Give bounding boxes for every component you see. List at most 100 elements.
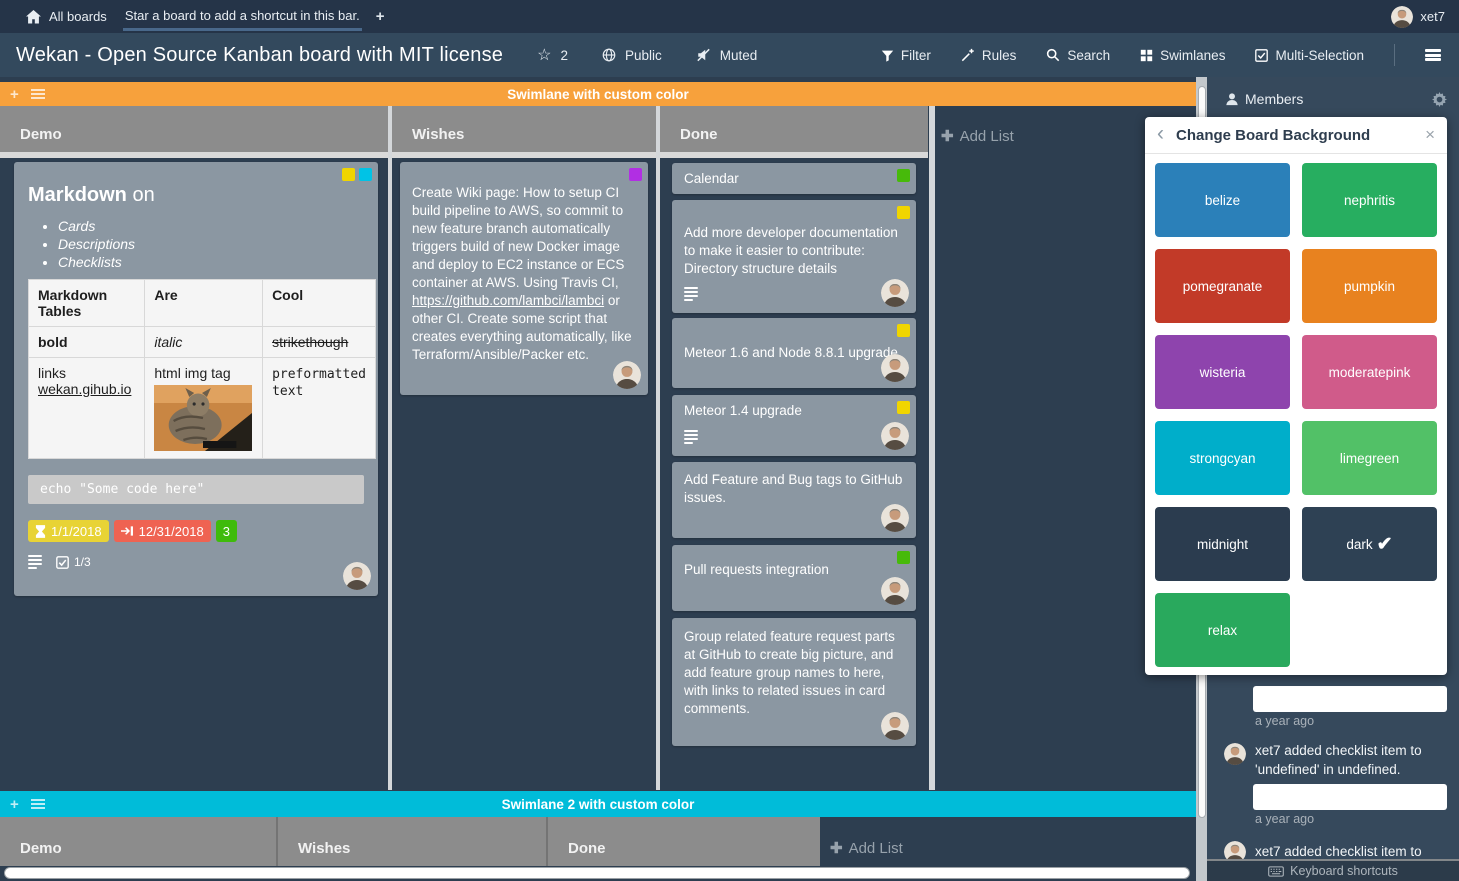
swimlane-add-icon[interactable]: +: [10, 795, 19, 813]
comment-input[interactable]: [1253, 686, 1447, 712]
list-header-demo-2[interactable]: Demo: [0, 817, 276, 866]
star-group[interactable]: ☆ 2: [537, 45, 568, 65]
card-link[interactable]: https://github.com/lambci/lambci: [412, 293, 605, 308]
filter-button[interactable]: Filter: [881, 48, 931, 63]
card-calendar[interactable]: Calendar: [672, 163, 916, 194]
filter-icon: [881, 50, 894, 62]
filter-label: Filter: [900, 47, 931, 63]
list-header-demo[interactable]: Demo: [0, 106, 388, 152]
horizontal-scrollbar[interactable]: [4, 867, 1190, 879]
activity-item: xet7 added checklist item to 'undefined'…: [1255, 743, 1422, 777]
swatch-strongcyan[interactable]: strongcyan: [1155, 421, 1290, 495]
add-board-icon[interactable]: +: [375, 8, 385, 25]
change-background-popup: ‹ Change Board Background × belize nephr…: [1145, 117, 1447, 675]
card-member-avatar: [881, 422, 909, 450]
star-hint-tab[interactable]: Star a board to add a shortcut in this b…: [122, 2, 362, 31]
muted-group[interactable]: Muted: [696, 48, 757, 63]
add-list-button-2[interactable]: ✚ Add List: [830, 839, 903, 858]
bullet-item: Cards: [58, 217, 364, 235]
table-header: Are: [144, 279, 264, 327]
keyboard-shortcuts-bar[interactable]: Keyboard shortcuts: [1207, 859, 1459, 881]
visibility-label: Public: [624, 47, 662, 63]
swatch-dark-selected[interactable]: dark ✔: [1302, 507, 1437, 581]
hamburger-menu-icon[interactable]: [1425, 49, 1441, 61]
star-icon[interactable]: ☆: [537, 47, 552, 64]
list-header-done-2[interactable]: Done: [548, 817, 820, 866]
count-badge[interactable]: 3: [215, 520, 237, 542]
list-header-wishes[interactable]: Wishes: [392, 106, 656, 152]
swatch-nephritis[interactable]: nephritis: [1302, 163, 1437, 237]
card-label: [897, 169, 910, 182]
swimlane-menu-icon[interactable]: [30, 89, 45, 99]
add-list-button[interactable]: ✚ Add List: [941, 127, 1014, 146]
list-divider: [656, 106, 660, 790]
search-label: Search: [1067, 47, 1111, 63]
card-title: Pull requests integration: [684, 562, 829, 577]
card-bullet-list: Cards Descriptions Checklists: [58, 217, 364, 271]
activity-avatar: [1224, 841, 1246, 863]
swatch-moderatepink[interactable]: moderatepink: [1302, 335, 1437, 409]
card-member-avatar: [881, 577, 909, 605]
card-title: Meteor 1.6 and Node 8.8.1 upgrade: [684, 345, 898, 360]
list-strip: [660, 152, 928, 158]
list-header-wishes-2[interactable]: Wishes: [278, 817, 546, 866]
list-strip: [392, 152, 656, 158]
swimlane-1-bar: + Swimlane with custom color: [0, 82, 1196, 106]
card-label-yellow: [342, 168, 355, 181]
all-boards-link[interactable]: All boards: [49, 9, 107, 24]
start-date-badge[interactable]: 1/1/2018: [28, 520, 109, 542]
swatch-pumpkin[interactable]: pumpkin: [1302, 249, 1437, 323]
card-label-cyan: [359, 168, 372, 181]
activity-avatar: [1224, 743, 1246, 765]
card-group-features[interactable]: Group related feature request parts at G…: [672, 618, 916, 746]
swatch-pomegranate[interactable]: pomegranate: [1155, 249, 1290, 323]
swatch-limegreen[interactable]: limegreen: [1302, 421, 1437, 495]
home-icon[interactable]: [26, 9, 41, 24]
table-cell-pre: preformatted text: [272, 367, 366, 399]
swimlanes-label: Swimlanes: [1160, 47, 1226, 63]
members-icon: [1225, 90, 1239, 108]
list-scrollbar[interactable]: [929, 106, 935, 790]
globe-icon: [602, 48, 616, 62]
visibility-group[interactable]: Public: [602, 48, 662, 63]
card-label: [897, 551, 910, 564]
rules-button[interactable]: Rules: [961, 48, 1016, 63]
swatch-midnight[interactable]: midnight: [1155, 507, 1290, 581]
card-meteor-16[interactable]: Meteor 1.6 and Node 8.8.1 upgrade: [672, 318, 916, 388]
swimlanes-button[interactable]: Swimlanes: [1140, 48, 1225, 63]
swimlane-menu-icon[interactable]: [30, 799, 45, 809]
swimlane-add-icon[interactable]: +: [10, 85, 19, 103]
bullet-item: Descriptions: [58, 235, 364, 253]
close-icon[interactable]: ×: [1425, 125, 1435, 144]
back-chevron-icon[interactable]: ‹: [1157, 122, 1164, 145]
search-button[interactable]: Search: [1046, 48, 1110, 63]
comment-input[interactable]: [1253, 784, 1447, 810]
swatch-relax[interactable]: relax: [1155, 593, 1290, 667]
table-cell-strike: strikethough: [272, 334, 349, 350]
swatch-belize[interactable]: belize: [1155, 163, 1290, 237]
list-title: Demo: [20, 840, 62, 857]
card-title: Meteor 1.4 upgrade: [684, 403, 802, 418]
top-bar: All boards Star a board to add a shortcu…: [0, 0, 1459, 33]
card-label: [897, 324, 910, 337]
card-meteor-14[interactable]: Meteor 1.4 upgrade: [672, 395, 916, 456]
card-member-avatar: [613, 361, 641, 389]
checklist-badge: 1/3: [56, 555, 91, 569]
checklist-icon: [56, 555, 69, 569]
code-block: echo "Some code here": [28, 475, 364, 504]
user-avatar[interactable]: [1391, 5, 1414, 28]
table-header: Markdown Tables: [27, 279, 146, 327]
wekan-link[interactable]: wekan.gihub.io: [38, 381, 132, 397]
card-wiki-page[interactable]: Create Wiki page: How to setup CI build …: [400, 162, 648, 395]
popup-title: Change Board Background: [1176, 127, 1371, 144]
gear-icon[interactable]: [1432, 91, 1447, 109]
multi-selection-button[interactable]: Multi-Selection: [1255, 48, 1364, 63]
card-label: [897, 401, 910, 414]
swatch-wisteria[interactable]: wisteria: [1155, 335, 1290, 409]
card-markdown[interactable]: Markdown on Cards Descriptions Checklist…: [14, 162, 378, 596]
card-feature-bug-tags[interactable]: Add Feature and Bug tags to GitHub issue…: [672, 462, 916, 538]
card-developer-docs[interactable]: Add more developer documentation to make…: [672, 200, 916, 313]
due-date-badge[interactable]: 12/31/2018: [113, 520, 211, 542]
card-pull-requests[interactable]: Pull requests integration: [672, 545, 916, 611]
list-header-done[interactable]: Done: [660, 106, 928, 152]
